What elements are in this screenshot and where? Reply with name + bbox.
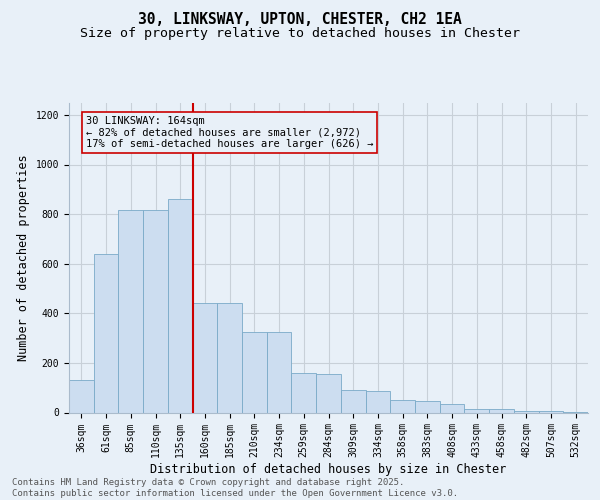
- Bar: [193, 304, 217, 412]
- Bar: [316, 374, 341, 412]
- Bar: [168, 199, 193, 412]
- Bar: [415, 402, 440, 412]
- Text: 30 LINKSWAY: 164sqm
← 82% of detached houses are smaller (2,972)
17% of semi-det: 30 LINKSWAY: 164sqm ← 82% of detached ho…: [86, 116, 373, 150]
- Bar: [143, 210, 168, 412]
- X-axis label: Distribution of detached houses by size in Chester: Distribution of detached houses by size …: [151, 463, 506, 476]
- Bar: [267, 332, 292, 412]
- Text: Contains HM Land Registry data © Crown copyright and database right 2025.
Contai: Contains HM Land Registry data © Crown c…: [12, 478, 458, 498]
- Bar: [365, 392, 390, 412]
- Bar: [464, 409, 489, 412]
- Bar: [217, 304, 242, 412]
- Bar: [94, 254, 118, 412]
- Bar: [390, 400, 415, 412]
- Bar: [489, 409, 514, 412]
- Bar: [292, 373, 316, 412]
- Bar: [118, 210, 143, 412]
- Bar: [242, 332, 267, 412]
- Y-axis label: Number of detached properties: Number of detached properties: [17, 154, 30, 361]
- Bar: [341, 390, 365, 412]
- Bar: [69, 380, 94, 412]
- Bar: [440, 404, 464, 412]
- Text: 30, LINKSWAY, UPTON, CHESTER, CH2 1EA: 30, LINKSWAY, UPTON, CHESTER, CH2 1EA: [138, 12, 462, 28]
- Text: Size of property relative to detached houses in Chester: Size of property relative to detached ho…: [80, 28, 520, 40]
